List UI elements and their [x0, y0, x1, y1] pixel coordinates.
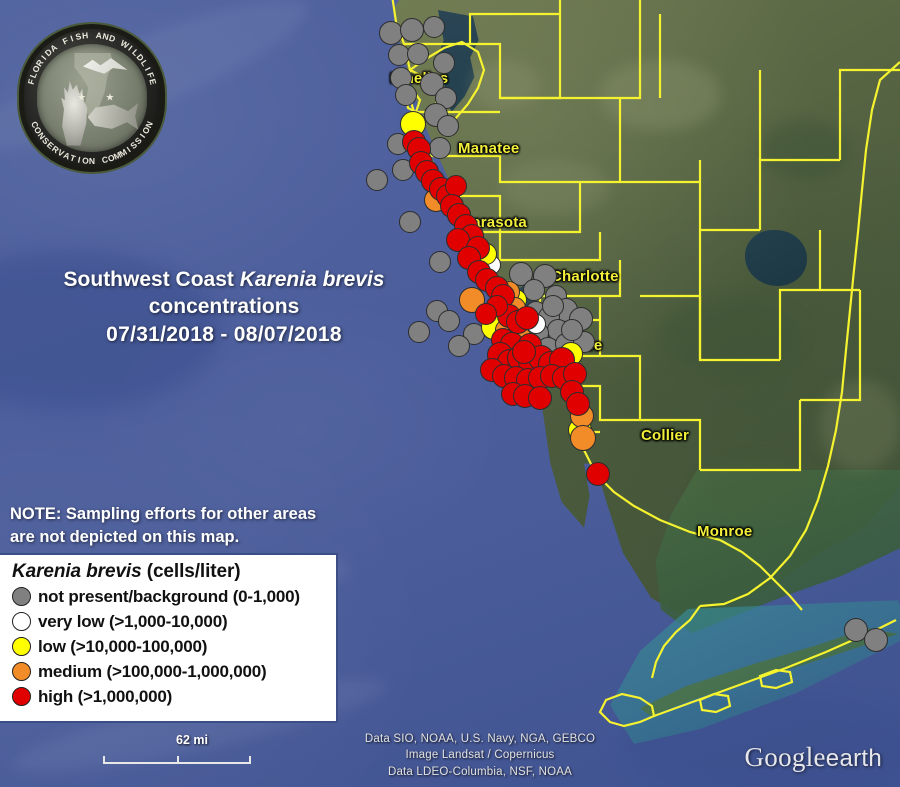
legend-row: low (>10,000-100,000) [12, 634, 328, 659]
legend-swatch-icon [12, 687, 31, 706]
county-label-collier: Collier [641, 427, 690, 444]
sample-point [423, 16, 445, 38]
sample-point [542, 295, 564, 317]
sample-point [407, 43, 429, 65]
logo-text-char: E [147, 77, 159, 86]
sample-point [448, 335, 470, 357]
google-wordmark: Google [744, 742, 826, 772]
map-note: NOTE: Sampling efforts for other areas a… [10, 505, 317, 546]
legend-swatch-icon [12, 637, 31, 656]
title-line-1-plain: Southwest Coast [63, 268, 240, 291]
legend-swatch-icon [12, 612, 31, 631]
logo-star-icon: ★ [106, 92, 114, 102]
google-earth-watermark: Googleearth [745, 742, 883, 773]
logo-text-char: N [88, 156, 96, 166]
legend-label: low (>10,000-100,000) [38, 636, 208, 656]
title-line-1-italic: Karenia brevis [239, 268, 385, 291]
sample-point [433, 52, 455, 74]
legend-row: very low (>1,000-10,000) [12, 609, 328, 634]
legend-title-italic: Karenia brevis [12, 561, 142, 582]
legend-rows: not present/background (0-1,000) very low… [12, 584, 328, 709]
sample-point [438, 310, 460, 332]
logo-star-icon: ★ [77, 92, 86, 102]
scale-tick-start [103, 756, 105, 764]
land-texture [500, 160, 610, 215]
sample-point [475, 303, 497, 325]
title-date-range: 07/31/2018 - 08/07/2018 [106, 322, 342, 346]
sample-point [379, 21, 403, 45]
county-label-monroe: Monroe [697, 523, 753, 540]
legend-swatch-icon [12, 587, 31, 606]
map-attribution: Data SIO, NOAA, U.S. Navy, NGA, GEBCO Im… [340, 731, 620, 780]
sample-point [566, 392, 590, 416]
legend-title: Karenia brevis (cells/liter) [12, 561, 328, 583]
land-texture [470, 60, 540, 110]
scale-bar [103, 752, 251, 764]
sample-point [395, 84, 417, 106]
sample-point [512, 340, 536, 364]
legend-label: medium (>100,000-1,000,000) [38, 661, 267, 681]
logo-text-char: I [69, 33, 75, 44]
attribution-line-1: Data SIO, NOAA, U.S. Navy, NGA, GEBCO [364, 733, 596, 745]
page-title: Southwest Coast Karenia brevis concentra… [28, 266, 420, 348]
sample-point [528, 386, 552, 410]
logo-text-char: T [68, 152, 77, 164]
sample-point [429, 137, 451, 159]
sample-point [515, 306, 539, 330]
attribution-line-3: Data LDEO-Columbia, NSF, NOAA [387, 765, 573, 778]
logo-text-char: I [76, 154, 82, 165]
legend-panel: Karenia brevis (cells/liter) not present… [0, 553, 338, 723]
land-texture [660, 300, 800, 370]
sample-point [561, 319, 583, 341]
logo-text-char [91, 30, 93, 40]
scale-bar-label: 62 mi [176, 733, 208, 747]
logo-text-char: H [81, 30, 89, 41]
sample-point [570, 425, 596, 451]
logo-text-char: F [60, 35, 70, 47]
sample-point [437, 115, 459, 137]
sample-point [864, 628, 888, 652]
sample-point [400, 18, 424, 42]
sample-point [399, 211, 421, 233]
sample-point [523, 279, 545, 301]
scale-tick-end [249, 756, 251, 764]
logo-text-char [97, 156, 100, 166]
scale-tick-mid [177, 756, 179, 764]
legend-label: high (>1,000,000) [38, 686, 173, 706]
legend-swatch-icon [12, 662, 31, 681]
county-label-charlotte: Charlotte [551, 268, 619, 285]
earth-wordmark: earth [825, 745, 882, 772]
attribution-line-2: Image Landsat / Copernicus [405, 749, 555, 762]
legend-label: not present/background (0-1,000) [38, 586, 300, 606]
title-line-2: concentrations [148, 295, 300, 319]
logo-text-char: F [25, 77, 37, 86]
land-texture [760, 120, 850, 180]
sample-point [586, 462, 610, 486]
legend-title-plain: (cells/liter) [141, 561, 241, 582]
sample-point [408, 321, 430, 343]
legend-row: medium (>100,000-1,000,000) [12, 659, 328, 684]
legend-label: very low (>1,000-10,000) [38, 611, 228, 631]
legend-row: high (>1,000,000) [12, 684, 328, 709]
sample-point [366, 169, 388, 191]
county-label-manatee: Manatee [458, 140, 520, 157]
logo-emblem [37, 44, 147, 152]
legend-row: not present/background (0-1,000) [12, 584, 328, 609]
lake-okeechobee [745, 230, 807, 286]
sample-point [429, 251, 451, 273]
title-line-1: Southwest Coast Karenia brevis [28, 266, 420, 293]
